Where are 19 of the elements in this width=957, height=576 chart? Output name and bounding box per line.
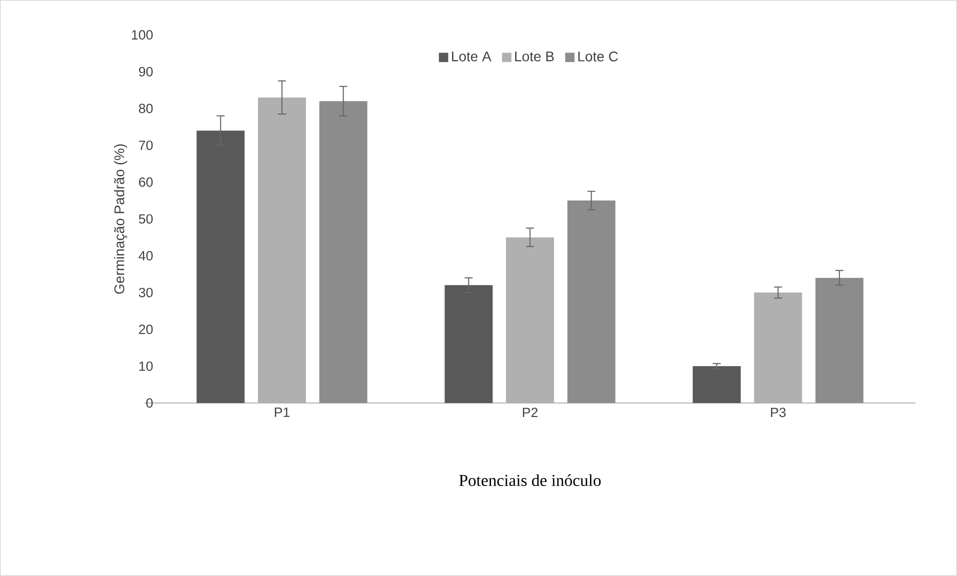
y-tick-label: 70 bbox=[139, 140, 153, 150]
y-tick-label: 20 bbox=[139, 324, 153, 334]
x-tick-label: P2 bbox=[522, 408, 538, 418]
y-tick-label: 80 bbox=[138, 104, 153, 114]
y-tick-label: 100 bbox=[132, 30, 153, 40]
x-tick-label: P3 bbox=[771, 408, 786, 418]
y-tick-label: 0 bbox=[146, 398, 153, 408]
y-tick-label: 60 bbox=[139, 177, 153, 187]
legend-label: Lote C bbox=[578, 52, 618, 62]
x-tick-label: P1 bbox=[274, 408, 290, 417]
y-tick-label: 10 bbox=[139, 361, 153, 371]
y-axis-title: Germinação Padrão (%) bbox=[114, 144, 128, 294]
x-axis-title: Potenciais de inóculo bbox=[459, 474, 601, 486]
y-tick-label: 50 bbox=[138, 214, 153, 224]
y-tick-label: 90 bbox=[138, 67, 153, 76]
legend-label: Lote B bbox=[515, 52, 554, 62]
y-tick-label: 30 bbox=[138, 288, 153, 298]
legend-label: Lote A bbox=[452, 52, 492, 62]
y-tick-label: 40 bbox=[138, 251, 153, 260]
